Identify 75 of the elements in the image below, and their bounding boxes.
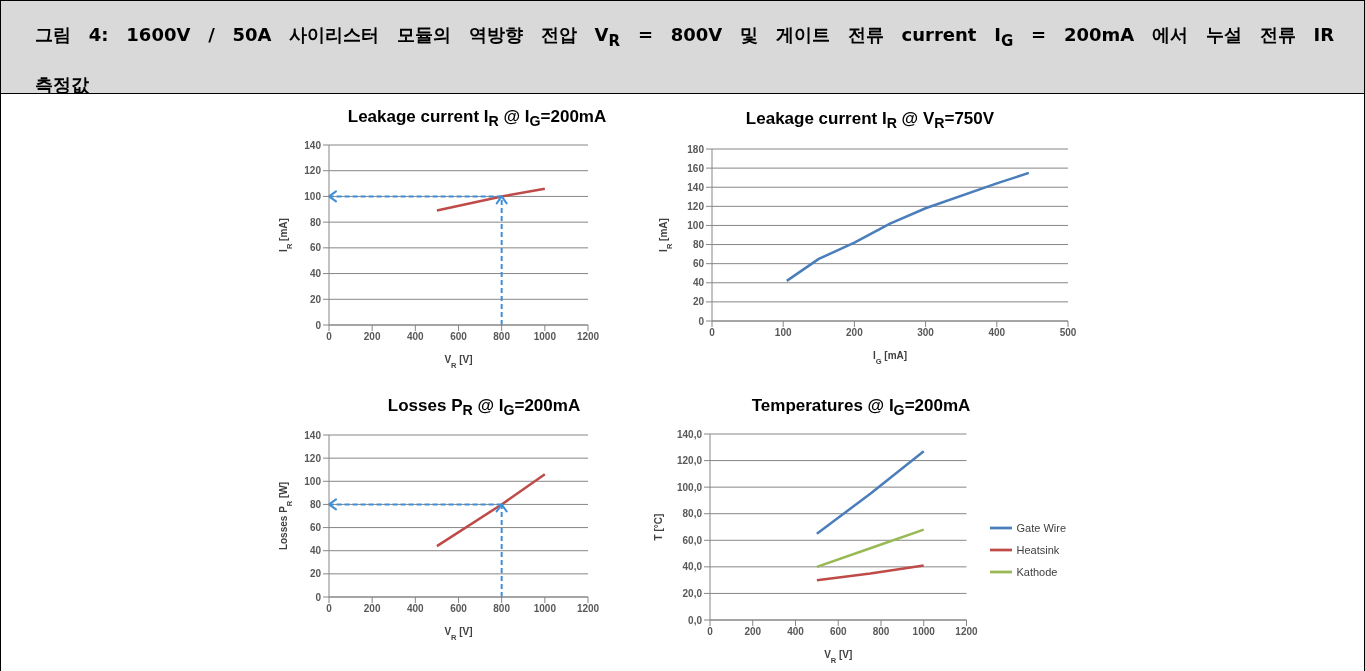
x-tick-label: 0 — [707, 626, 714, 638]
y-tick-label: 60,0 — [682, 534, 703, 546]
y-tick-label: 80 — [692, 239, 705, 251]
y-tick-label: 20 — [309, 568, 322, 580]
x-tick-label: 1200 — [576, 603, 600, 615]
x-tick-label: 600 — [450, 331, 468, 343]
y-tick-label: 100 — [687, 219, 705, 231]
y-tick-label: 140 — [304, 139, 322, 151]
x-tick-label: 400 — [406, 331, 425, 343]
x-tick-label: 1000 — [533, 603, 557, 615]
text: 그림 4: 1600V / 50A 사이리스터 모듈의 역방향 전압 V$_{R}$ = 800V 및 게이트 전류 current I$_{G}$ = 200mA 에서 누설 전류 IR 측정값 — [35, 24, 1334, 95]
x-tick-label: 800 — [493, 331, 511, 343]
y-tick-label: 0 — [315, 591, 322, 603]
y-tick-label: 40 — [309, 545, 322, 557]
x-tick-label: 0 — [709, 327, 716, 339]
y-tick-label: 0 — [315, 319, 322, 331]
y-tick-label: 20 — [692, 296, 705, 308]
y-tick-label: 20 — [309, 293, 322, 305]
y-tick-label: 100,0 — [676, 481, 703, 493]
y-tick-label: 40 — [309, 268, 322, 280]
legend-label: Gate Wire — [1016, 522, 1066, 535]
x-tick-label: 400 — [406, 603, 425, 615]
chart-title: Leakage current I$_{R}$ @ I$_{G}$=200mA — [347, 107, 607, 130]
x-tick-label: 0 — [326, 603, 333, 615]
x-tick-label: 200 — [744, 626, 762, 638]
x-axis-title: V$_{R}$ [V] — [444, 354, 473, 370]
x-tick-label: 200 — [363, 331, 381, 343]
x-tick-label: 100 — [774, 327, 792, 339]
x-tick-label: 1000 — [533, 331, 557, 343]
x-tick-label: 200 — [846, 327, 864, 339]
y-tick-label: 0 — [698, 315, 705, 327]
x-tick-label: 200 — [363, 603, 381, 615]
y-axis-title: T [°C] — [653, 513, 664, 541]
legend-label: Heatsink — [1016, 544, 1060, 557]
y-tick-label: 20,0 — [682, 587, 703, 599]
y-tick-label: 40 — [692, 277, 705, 289]
y-tick-label: 120,0 — [676, 455, 703, 467]
x-tick-label: 600 — [450, 603, 468, 615]
y-tick-label: 60 — [309, 522, 322, 534]
y-tick-label: 140 — [687, 181, 705, 193]
y-tick-label: 140,0 — [676, 428, 703, 440]
x-tick-label: 400 — [787, 626, 805, 638]
y-tick-label: 180 — [687, 143, 705, 155]
y-tick-label: 120 — [304, 452, 322, 464]
y-tick-label: 100 — [304, 190, 322, 202]
y-tick-label: 100 — [304, 475, 322, 487]
legend-label: Kathode — [1016, 566, 1058, 579]
y-tick-label: 40,0 — [682, 561, 703, 573]
chart-title: Leakage current I$_{R}$ @ V$_{R}$=750V — [745, 109, 995, 132]
x-tick-label: 1200 — [955, 626, 979, 638]
y-tick-label: 120 — [304, 165, 322, 177]
x-tick-label: 800 — [872, 626, 890, 638]
chart-title: Temperatures @ I$_{G}$=200mA — [751, 396, 971, 419]
y-tick-label: 120 — [687, 200, 705, 212]
x-tick-label: 1200 — [576, 331, 600, 343]
x-axis-title: I$_{G}$ [mA] — [872, 350, 908, 366]
x-axis-title: V$_{R}$ [V] — [824, 649, 853, 665]
y-tick-label: 80,0 — [682, 508, 703, 520]
y-tick-label: 80 — [309, 498, 322, 510]
y-tick-label: 140 — [304, 429, 322, 441]
x-tick-label: 0 — [326, 331, 333, 343]
x-axis-title: V$_{R}$ [V] — [444, 626, 473, 642]
x-tick-label: 400 — [988, 327, 1006, 339]
y-tick-label: 60 — [692, 258, 705, 270]
x-tick-label: 500 — [1059, 327, 1077, 339]
y-tick-label: 80 — [309, 216, 322, 228]
line-series — [785, 171, 1031, 283]
x-tick-label: 800 — [493, 603, 511, 615]
x-tick-label: 600 — [829, 626, 848, 638]
chart-title: Losses P$_{R}$ @ I$_{G}$=200mA — [387, 396, 581, 419]
y-tick-label: 0,0 — [688, 614, 703, 626]
x-tick-label: 1000 — [912, 626, 936, 638]
y-tick-label: 160 — [687, 162, 705, 174]
x-tick-label: 300 — [917, 327, 935, 339]
y-tick-label: 60 — [309, 242, 322, 254]
